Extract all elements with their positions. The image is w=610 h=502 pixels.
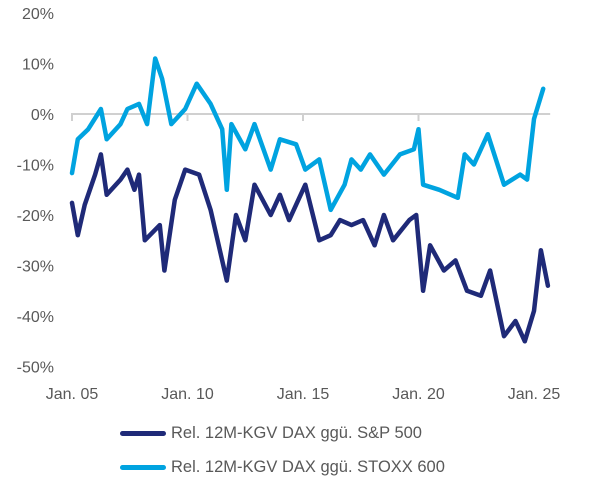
- y-tick-label: -10%: [17, 158, 54, 175]
- legend-item-stoxx600: Rel. 12M-KGV DAX ggü. STOXX 600: [120, 458, 445, 477]
- x-tick-label: Jan. 05: [46, 386, 99, 403]
- y-tick-label: -30%: [17, 259, 54, 276]
- y-tick-label: -40%: [17, 309, 54, 326]
- legend-item-sp500: Rel. 12M-KGV DAX ggü. S&P 500: [120, 424, 422, 443]
- x-tick-label: Jan. 15: [277, 386, 330, 403]
- legend-swatch-stoxx600: [120, 465, 166, 470]
- y-axis-labels: 20% 10% 0% -10% -20% -30% -40% -50%: [17, 6, 54, 377]
- y-tick-label: 0%: [31, 107, 54, 124]
- line-chart: 20% 10% 0% -10% -20% -30% -40% -50% Jan. 05 Jan.…: [17, 6, 561, 403]
- series-line-sp500: [69, 152, 551, 344]
- legend-label-stoxx600: Rel. 12M-KGV DAX ggü. STOXX 600: [171, 458, 445, 476]
- legend-label-sp500: Rel. 12M-KGV DAX ggü. S&P 500: [171, 424, 422, 442]
- x-tick-label: Jan. 25: [508, 386, 561, 403]
- y-tick-label: -20%: [17, 208, 54, 225]
- x-tick-label: Jan. 20: [392, 386, 445, 403]
- legend-swatch-sp500: [120, 431, 166, 436]
- series-line-stoxx600: [69, 56, 546, 213]
- series-lines: [69, 56, 551, 344]
- y-tick-label: -50%: [17, 360, 54, 377]
- x-tick-label: Jan. 10: [161, 386, 214, 403]
- y-tick-label: 20%: [22, 6, 54, 23]
- y-tick-label: 10%: [22, 57, 54, 74]
